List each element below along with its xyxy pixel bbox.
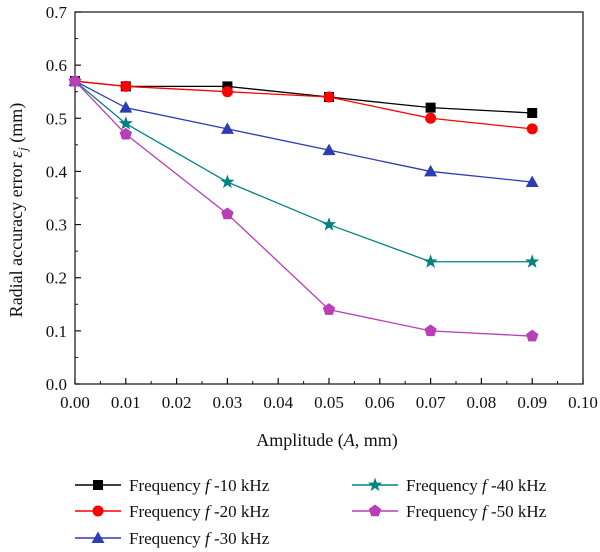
data-point [425, 102, 436, 113]
data-point [424, 324, 437, 337]
y-tick-label: 0.3 [46, 216, 67, 235]
series-line [74, 80, 533, 337]
x-tick-label: 0.02 [162, 393, 192, 412]
series-4 [67, 73, 540, 268]
y-tick-labels: 0.0 0.1 0.2 0.3 0.4 0.5 0.6 0.7 [46, 3, 68, 394]
legend-marker [91, 531, 105, 543]
data-point [220, 122, 234, 134]
data-point [120, 80, 132, 92]
legend-item: Frequency f -30 kHz [75, 529, 270, 548]
x-tick-label: 0.01 [111, 393, 141, 412]
data-point [525, 175, 539, 188]
x-tick-label: 0.06 [365, 393, 395, 412]
data-point [526, 123, 538, 135]
data-point [220, 174, 235, 189]
data-point [221, 207, 234, 220]
legend-label: Frequency f -40 kHz [406, 476, 547, 495]
data-point [68, 74, 82, 87]
x-tick-label: 0.09 [517, 393, 547, 412]
legend-label: Frequency f -10 kHz [129, 476, 270, 495]
data-point [423, 254, 438, 268]
data-point [525, 254, 540, 268]
series-5 [68, 74, 539, 342]
series-layer [67, 73, 540, 342]
series-1 [70, 76, 538, 118]
x-tick-label: 0.05 [314, 393, 344, 412]
data-point [118, 116, 133, 130]
axes [74, 11, 584, 385]
series-line [74, 80, 533, 183]
y-tick-label: 0.0 [46, 375, 67, 394]
data-point [322, 143, 336, 156]
x-tick-label: 0.10 [568, 393, 598, 412]
y-tick-label: 0.2 [46, 269, 67, 288]
legend-marker [368, 504, 382, 517]
legend-label: Frequency f -50 kHz [406, 502, 547, 521]
data-point [221, 86, 233, 98]
y-tick-label: 0.6 [46, 56, 67, 75]
data-point [119, 101, 133, 113]
data-point [527, 107, 538, 118]
y-tick-label: 0.4 [46, 162, 68, 181]
y-tick-label: 0.1 [46, 322, 67, 341]
series-2 [69, 75, 538, 135]
data-point [321, 217, 337, 231]
legend: Frequency f -10 kHz Frequency f -20 kHz Fr… [75, 476, 547, 548]
data-point [322, 303, 336, 315]
legend-marker [93, 480, 103, 490]
series-line [74, 80, 533, 130]
data-point [526, 329, 539, 342]
series-line [74, 80, 533, 114]
legend-label: Frequency f -30 kHz [129, 529, 270, 548]
x-tick-label: 0.04 [263, 393, 293, 412]
legend-label: Frequency f -20 kHz [129, 502, 270, 521]
series-line [74, 80, 533, 263]
data-point [323, 91, 335, 103]
legend-item: Frequency f -40 kHz [352, 476, 547, 495]
legend-item: Frequency f -10 kHz [75, 476, 270, 495]
legend-item: Frequency f -20 kHz [75, 502, 270, 521]
data-point [425, 112, 437, 124]
y-tick-label: 0.5 [46, 109, 67, 128]
x-tick-label: 0.00 [60, 393, 90, 412]
plot-frame [74, 11, 584, 385]
x-tick-labels: 0.00 0.01 0.02 0.03 0.04 0.05 0.06 0.07 0.08 0.09… [60, 393, 598, 412]
data-point [119, 127, 132, 140]
y-axis-title: Radial accuracy error εj (mm) [6, 103, 30, 318]
legend-marker [367, 477, 383, 492]
legend-marker [92, 505, 104, 517]
x-tick-label: 0.08 [467, 393, 497, 412]
data-point [424, 164, 438, 177]
x-tick-label: 0.03 [213, 393, 243, 412]
legend-item: Frequency f -50 kHz [352, 502, 547, 521]
x-axis-title: Amplitude (A, mm) [256, 430, 398, 451]
x-tick-label: 0.07 [416, 393, 446, 412]
y-tick-label: 0.7 [46, 3, 68, 22]
